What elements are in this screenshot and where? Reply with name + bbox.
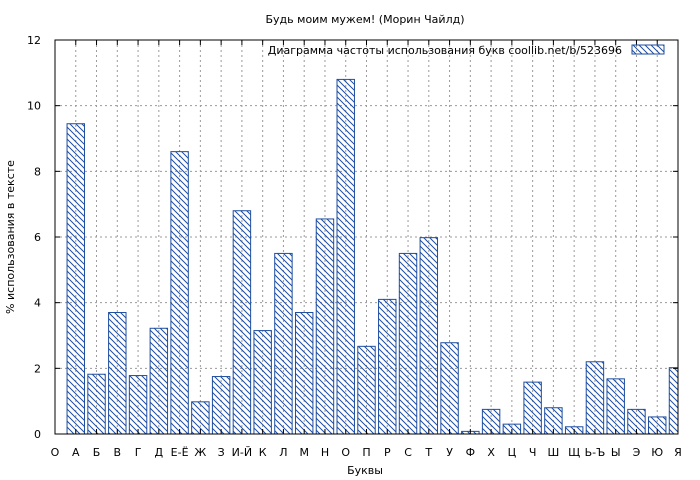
y-tick-label: 12 — [27, 34, 41, 47]
bar-М — [294, 312, 314, 435]
bar-Г — [128, 375, 148, 435]
bar-И-Й — [232, 210, 252, 435]
bar-К — [253, 330, 272, 435]
x-tick-label: Ц — [508, 446, 517, 459]
y-tick-label: 10 — [27, 100, 41, 113]
bar-С — [398, 252, 418, 435]
bar-Ы — [606, 378, 625, 435]
x-tick-label: Э — [633, 446, 641, 459]
x-tick-label: Б — [93, 446, 101, 459]
x-tick-label: И-Й — [232, 446, 252, 459]
bar-П — [357, 345, 376, 435]
x-tick-label: Г — [135, 446, 142, 459]
x-tick-label: А — [72, 446, 80, 459]
y-tick-label: 4 — [34, 297, 41, 310]
x-tick-label: Е-Ё — [171, 446, 189, 459]
x-tick-label: Ж — [194, 446, 206, 459]
bar-Ь-Ъ — [585, 361, 605, 435]
x-tick-label: Т — [424, 446, 432, 459]
x-tick-label: Ш — [548, 446, 560, 459]
x-tick-label: О — [341, 446, 350, 459]
x-tick-label: М — [299, 446, 309, 459]
x-axis-label: Буквы — [347, 464, 383, 477]
x-tick-label: Ю — [651, 446, 663, 459]
x-tick-label: Ы — [611, 446, 621, 459]
y-tick-label: 8 — [34, 165, 41, 178]
x-tick-label: З — [218, 446, 225, 459]
x-tick-label: У — [446, 446, 453, 459]
x-tick-label: Ч — [529, 446, 537, 459]
x-tick-label: Х — [487, 446, 495, 459]
bar-Ч — [523, 381, 542, 435]
x-tick-label: Ь-Ъ — [585, 446, 606, 459]
legend-swatch — [631, 44, 665, 55]
bar-Д — [149, 327, 169, 435]
bar-Н — [315, 218, 335, 435]
x-tick-label: Ф — [466, 446, 475, 459]
x-tick-label: Д — [155, 446, 164, 459]
x-tick-label: О — [51, 446, 60, 459]
x-tick-label: Я — [674, 446, 682, 459]
bar-О — [336, 78, 355, 435]
x-tick-labels: О А Б В Г Д Е-Ё Ж З И-Й К Л М Н О П Р С Т У Ф Х Ц Ч Ш Щ Ь-Ъ Ы Э Ю Я — [51, 446, 682, 459]
x-tick-label: К — [259, 446, 267, 459]
x-tick-label: С — [404, 446, 412, 459]
bar-З — [211, 376, 231, 435]
x-tick-label: Р — [384, 446, 391, 459]
x-tick-label: П — [362, 446, 370, 459]
bar-Л — [274, 252, 293, 435]
bar-В — [108, 312, 127, 435]
x-tick-label: Л — [279, 446, 287, 459]
x-tick-label: В — [114, 446, 122, 459]
x-tick-label: Н — [321, 446, 329, 459]
x-tick-label: Щ — [568, 446, 580, 459]
bar-А — [66, 123, 85, 435]
y-axis-label: % использования в тексте — [4, 160, 17, 314]
bar-У — [440, 342, 459, 435]
y-tick-label: 0 — [34, 428, 41, 441]
bar-Я — [668, 367, 679, 435]
y-tick-label: 2 — [34, 362, 41, 375]
chart-title: Будь моим мужем! (Морин Чайлд) — [266, 13, 465, 26]
legend: Диаграмма частоты использования букв coo… — [268, 44, 665, 57]
bar-Б — [87, 373, 106, 435]
bar-Т — [419, 237, 439, 435]
bar-Р — [378, 298, 397, 435]
y-tick-labels: 0 2 4 6 8 10 12 — [27, 34, 41, 441]
legend-label: Диаграмма частоты использования букв coo… — [268, 44, 622, 57]
ticks — [54, 39, 679, 435]
bar-Е-Ё — [170, 151, 189, 435]
y-tick-label: 6 — [34, 231, 41, 244]
